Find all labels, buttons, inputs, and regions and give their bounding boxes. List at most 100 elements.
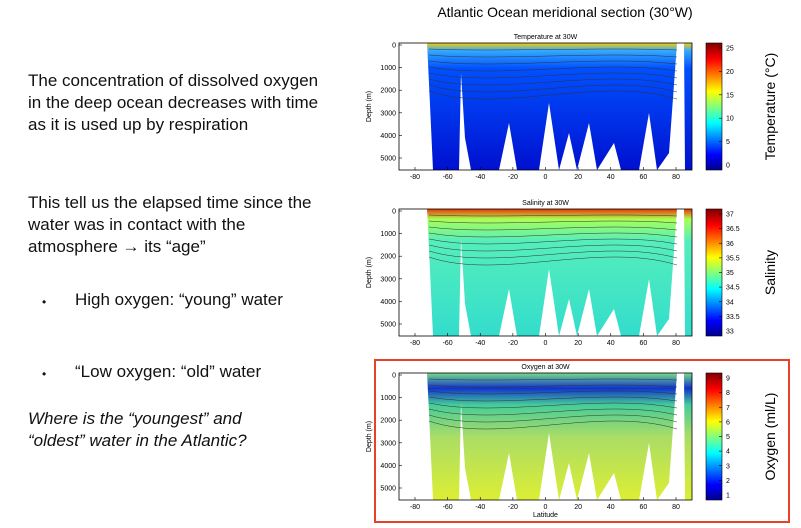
contour — [428, 232, 678, 238]
colorbar-tick-label: 36.5 — [726, 226, 740, 233]
x-tick-label: -80 — [410, 504, 420, 511]
contour — [428, 384, 678, 388]
colorbar-tick-label: 2 — [726, 478, 730, 485]
y-tick-label: 1000 — [380, 65, 396, 72]
colorbar — [705, 42, 723, 171]
y-tick-label: 1000 — [380, 231, 396, 238]
y-tick-label: 4000 — [380, 299, 396, 306]
y-tick-label: 0 — [392, 373, 396, 380]
bathymetry — [399, 43, 685, 170]
bullet-dot: • — [42, 367, 47, 381]
colorbar-tick-label: 1 — [726, 493, 730, 500]
x-tick-label: 0 — [544, 504, 548, 511]
panel-title: Temperature at 30W — [514, 34, 578, 41]
y-axis-label: Depth (m) — [366, 91, 373, 122]
contour — [428, 90, 678, 100]
colorbar-tick-label: 25 — [726, 46, 734, 53]
colorbar-tick-label: 15 — [726, 92, 734, 99]
x-tick-label: -40 — [475, 340, 485, 347]
x-tick-label: 40 — [607, 504, 615, 511]
x-tick-label: 80 — [672, 504, 680, 511]
contour — [428, 256, 678, 266]
colorbar-label: Salinity — [762, 250, 778, 295]
bullet: High oxygen: “young” water — [75, 290, 283, 309]
x-axis-label: Latitude — [533, 512, 558, 519]
x-tick-label: 20 — [574, 174, 582, 181]
y-tick-label: 5000 — [380, 156, 396, 163]
bullet: “Low oxygen: “old” water — [75, 362, 262, 381]
highlight-box — [374, 359, 790, 523]
colorbar-tick-label: 34 — [726, 299, 734, 306]
x-tick-label: 60 — [639, 174, 647, 181]
y-axis-label: Depth (m) — [366, 257, 373, 288]
y-tick-label: 0 — [392, 209, 396, 216]
x-tick-label: 20 — [574, 340, 582, 347]
x-tick-label: -20 — [508, 174, 518, 181]
colorbar-tick-label: 9 — [726, 376, 730, 383]
bullet-dot: • — [42, 295, 47, 309]
panel: Temperature at 30W Depth (m) -80 -60 -40 -20 0… — [366, 34, 778, 181]
contour — [428, 414, 678, 423]
x-tick-label: 80 — [672, 340, 680, 347]
colorbar-tick-label: 36 — [726, 241, 734, 248]
contour — [428, 390, 678, 395]
x-tick-label: 60 — [639, 340, 647, 347]
colorbar-tick-label: 5 — [726, 434, 730, 441]
colorbar-tick-label: 5 — [726, 139, 730, 146]
contour — [428, 66, 678, 72]
y-tick-label: 1000 — [380, 395, 396, 402]
x-tick-label: 0 — [544, 340, 548, 347]
panel-title: Oxygen at 30W — [521, 364, 570, 371]
colorbar-tick-label: 8 — [726, 390, 730, 397]
contour — [428, 60, 678, 65]
x-tick-label: -60 — [443, 174, 453, 181]
contour — [428, 238, 678, 245]
colorbar-tick-label: 37 — [726, 212, 734, 219]
y-tick-label: 3000 — [380, 440, 396, 447]
contour — [428, 420, 678, 430]
y-tick-label: 2000 — [380, 254, 396, 261]
contour — [428, 402, 678, 409]
contour — [428, 72, 678, 79]
panel-title: Salinity at 30W — [522, 200, 569, 207]
contour — [428, 226, 678, 231]
contour — [428, 84, 678, 93]
y-tick-label: 4000 — [380, 463, 396, 470]
contour — [428, 244, 678, 252]
y-tick-label: 5000 — [380, 486, 396, 493]
x-tick-label: -60 — [443, 504, 453, 511]
y-tick-label: 3000 — [380, 276, 396, 283]
x-tick-label: -40 — [475, 174, 485, 181]
x-tick-label: -40 — [475, 504, 485, 511]
paragraph: The concentration of dissolved oxygen in… — [28, 71, 319, 134]
y-tick-label: 3000 — [380, 110, 396, 117]
panel: Salinity at 30W Depth (m) -80 -60 -40 -20 0 20 4… — [366, 200, 778, 347]
x-tick-label: -60 — [443, 340, 453, 347]
colorbar-tick-label: 35 — [726, 270, 734, 277]
bathymetry — [399, 209, 685, 336]
x-tick-label: -80 — [410, 340, 420, 347]
colorbar-label: Temperature (°C) — [762, 53, 778, 161]
x-tick-label: -20 — [508, 340, 518, 347]
paragraph: This tell us the elapsed time since the … — [28, 193, 312, 256]
y-tick-label: 2000 — [380, 418, 396, 425]
x-tick-label: -80 — [410, 174, 420, 181]
x-tick-label: 40 — [607, 174, 615, 181]
contour — [428, 378, 678, 381]
x-tick-label: -20 — [508, 504, 518, 511]
y-tick-label: 0 — [392, 43, 396, 50]
contour — [428, 396, 678, 402]
x-tick-label: 60 — [639, 504, 647, 511]
colorbar-tick-label: 7 — [726, 405, 730, 412]
colorbar-tick-label: 6 — [726, 419, 730, 426]
x-tick-label: 40 — [607, 340, 615, 347]
panels: Temperature at 30W Depth (m) -80 -60 -40 -20 0… — [366, 34, 778, 519]
colorbar-tick-label: 33.5 — [726, 314, 740, 321]
slide-title: Atlantic Ocean meridional section (30°W) — [437, 4, 692, 20]
contour — [428, 214, 678, 217]
contour — [428, 220, 678, 224]
contour — [428, 78, 678, 86]
